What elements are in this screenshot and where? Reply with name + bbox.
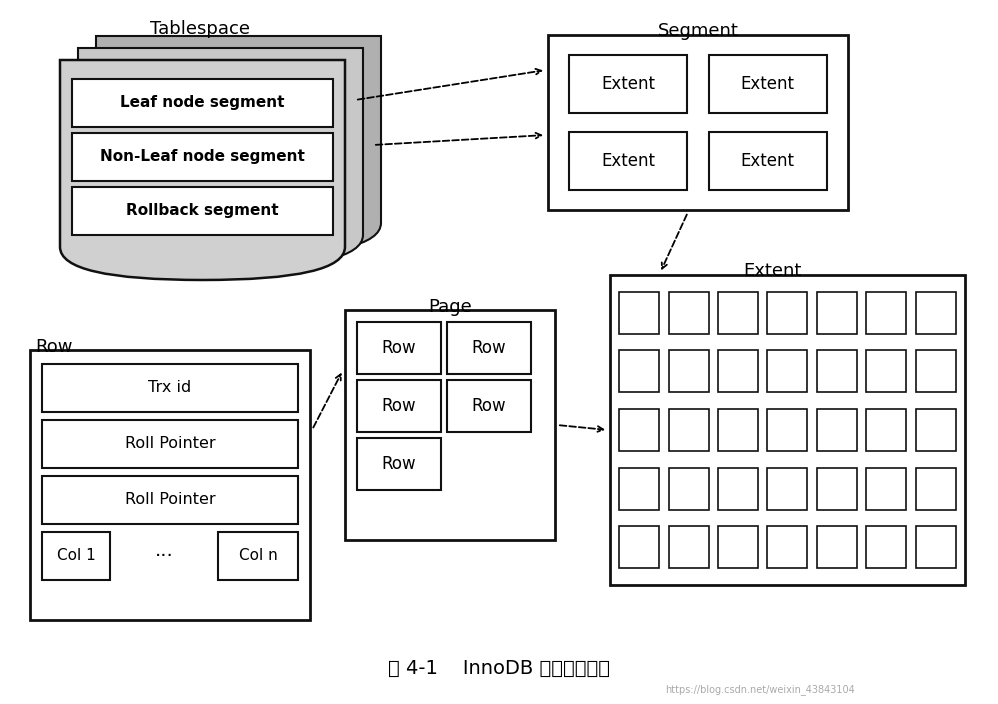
Bar bbox=[620, 527, 660, 568]
Text: Col 1: Col 1 bbox=[57, 548, 96, 563]
Bar bbox=[866, 409, 906, 451]
Bar bbox=[669, 527, 709, 568]
Text: Row: Row bbox=[381, 339, 416, 357]
Text: Row: Row bbox=[472, 339, 506, 357]
Bar bbox=[669, 467, 709, 510]
Bar bbox=[42, 476, 298, 524]
Bar bbox=[42, 532, 110, 580]
Bar bbox=[915, 291, 956, 334]
Bar bbox=[218, 532, 298, 580]
Text: Roll Pointer: Roll Pointer bbox=[125, 493, 216, 508]
Bar bbox=[620, 467, 660, 510]
Bar bbox=[866, 351, 906, 392]
Bar bbox=[42, 364, 298, 412]
Bar bbox=[669, 409, 709, 451]
Bar bbox=[548, 35, 848, 210]
Text: 图 4-1    InnoDB 逻辑存储结构: 图 4-1 InnoDB 逻辑存储结构 bbox=[388, 658, 610, 677]
Bar bbox=[866, 527, 906, 568]
Text: ···: ··· bbox=[155, 546, 174, 565]
Bar bbox=[357, 438, 441, 490]
Bar bbox=[817, 409, 857, 451]
Bar bbox=[866, 291, 906, 334]
Bar bbox=[30, 350, 310, 620]
Bar bbox=[767, 467, 807, 510]
Bar bbox=[345, 310, 555, 540]
Bar bbox=[915, 467, 956, 510]
Bar bbox=[817, 291, 857, 334]
Bar bbox=[72, 133, 333, 181]
Text: Row: Row bbox=[472, 397, 506, 415]
Bar bbox=[719, 527, 758, 568]
Bar bbox=[719, 409, 758, 451]
Bar bbox=[767, 351, 807, 392]
Text: Page: Page bbox=[428, 298, 472, 316]
Bar bbox=[767, 291, 807, 334]
Bar bbox=[709, 55, 826, 113]
Text: Row: Row bbox=[381, 397, 416, 415]
Bar bbox=[620, 351, 660, 392]
Bar bbox=[669, 351, 709, 392]
Bar bbox=[915, 409, 956, 451]
Bar bbox=[620, 291, 660, 334]
Text: Extent: Extent bbox=[741, 152, 794, 170]
Text: Segment: Segment bbox=[658, 22, 739, 40]
PathPatch shape bbox=[96, 36, 381, 256]
Bar bbox=[669, 291, 709, 334]
Bar bbox=[72, 187, 333, 235]
Bar bbox=[709, 132, 826, 190]
Bar bbox=[767, 527, 807, 568]
Bar bbox=[817, 467, 857, 510]
Text: Leaf node segment: Leaf node segment bbox=[120, 95, 284, 111]
Bar bbox=[447, 380, 531, 432]
Bar bbox=[817, 527, 857, 568]
Bar bbox=[915, 351, 956, 392]
Text: https://blog.csdn.net/weixin_43843104: https://blog.csdn.net/weixin_43843104 bbox=[665, 684, 855, 696]
Bar bbox=[447, 322, 531, 374]
Bar bbox=[915, 527, 956, 568]
Text: Row: Row bbox=[35, 338, 73, 356]
PathPatch shape bbox=[78, 48, 363, 268]
Bar bbox=[620, 409, 660, 451]
PathPatch shape bbox=[60, 60, 345, 280]
Text: Extent: Extent bbox=[602, 152, 656, 170]
Text: Col n: Col n bbox=[239, 548, 277, 563]
Bar bbox=[817, 351, 857, 392]
Bar bbox=[72, 79, 333, 127]
Text: Extent: Extent bbox=[602, 75, 656, 93]
Bar bbox=[42, 420, 298, 468]
Text: Tablespace: Tablespace bbox=[150, 20, 250, 38]
Bar bbox=[719, 291, 758, 334]
Text: Non-Leaf node segment: Non-Leaf node segment bbox=[100, 149, 305, 164]
Bar bbox=[610, 275, 965, 585]
Bar bbox=[719, 351, 758, 392]
Text: Roll Pointer: Roll Pointer bbox=[125, 436, 216, 451]
Text: Row: Row bbox=[381, 455, 416, 473]
Bar bbox=[767, 409, 807, 451]
Bar bbox=[569, 132, 688, 190]
Bar bbox=[719, 467, 758, 510]
Bar bbox=[866, 467, 906, 510]
Bar bbox=[357, 322, 441, 374]
Text: Extent: Extent bbox=[744, 262, 801, 280]
Text: Rollback segment: Rollback segment bbox=[126, 203, 278, 218]
Bar bbox=[357, 380, 441, 432]
Text: Extent: Extent bbox=[741, 75, 794, 93]
Bar bbox=[569, 55, 688, 113]
Text: Trx id: Trx id bbox=[149, 380, 192, 396]
